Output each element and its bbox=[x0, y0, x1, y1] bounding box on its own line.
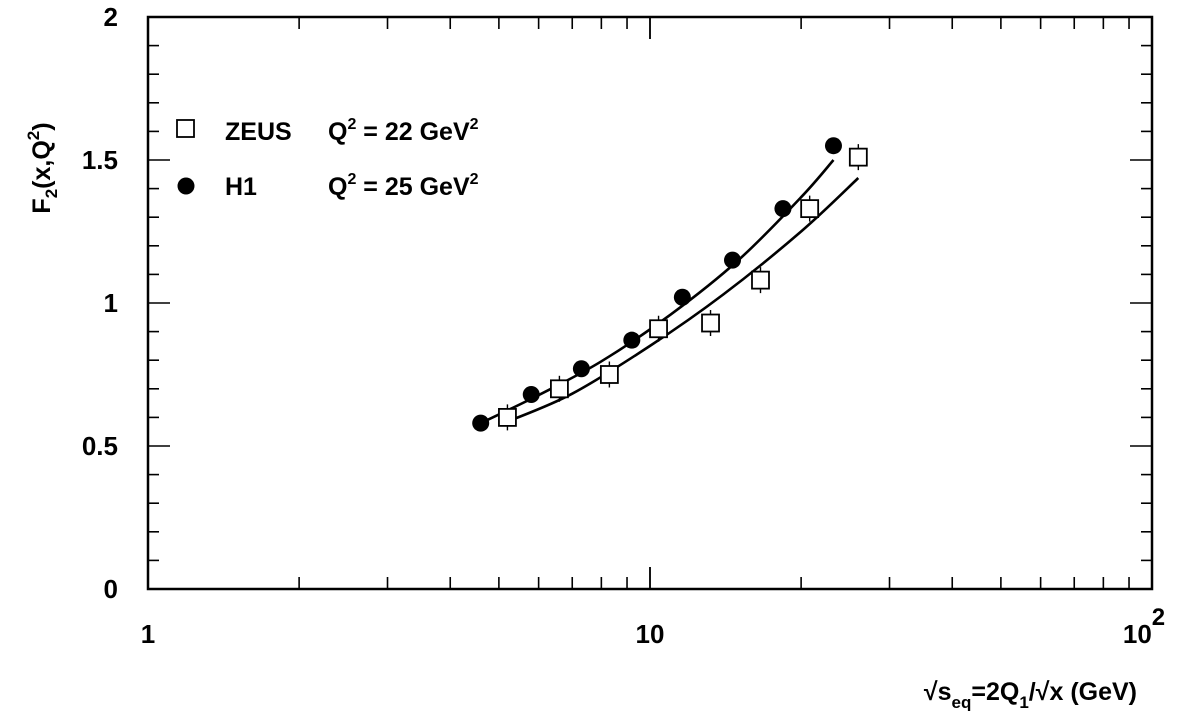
zeus-point bbox=[848, 147, 868, 167]
legend-marker-filled-circle bbox=[177, 177, 195, 195]
legend-marker-open-square bbox=[176, 119, 195, 138]
h1-point bbox=[623, 331, 641, 349]
y-tick-label: 0.5 bbox=[82, 431, 118, 461]
fit-curve-zeus bbox=[506, 177, 860, 423]
fit-curve-h1 bbox=[480, 159, 835, 425]
h1-point bbox=[724, 251, 742, 269]
zeus-point bbox=[550, 379, 569, 399]
h1-point bbox=[522, 386, 540, 404]
y-axis-title: F2(x,Q2) bbox=[24, 122, 61, 213]
data-points bbox=[472, 137, 868, 432]
y-tick-label: 0 bbox=[104, 574, 118, 604]
zeus-point bbox=[599, 365, 619, 384]
h1-point bbox=[572, 360, 590, 378]
x-tick-label: 102 bbox=[1123, 604, 1165, 649]
zeus-point bbox=[498, 407, 517, 427]
legend-label-zeus: ZEUS Q2 = 22 GeV2 bbox=[225, 116, 479, 146]
h1-point bbox=[774, 200, 792, 218]
h1-point bbox=[673, 288, 691, 306]
legend: ZEUS Q2 = 22 GeV2 H1 Q2 = 25 GeV2 bbox=[176, 116, 479, 201]
zeus-point bbox=[800, 199, 820, 219]
h1-point bbox=[472, 414, 490, 432]
y-tick-labels: 0 0.5 1 1.5 2 bbox=[82, 2, 118, 604]
x-tick-labels: 1 10 102 bbox=[141, 604, 1165, 649]
legend-label-h1: H1 Q2 = 25 GeV2 bbox=[225, 171, 479, 201]
h1-point bbox=[824, 137, 842, 155]
y-tick-label: 2 bbox=[104, 2, 118, 32]
x-axis-title: √seq=2Q1/√x (GeV) bbox=[924, 678, 1137, 711]
zeus-point bbox=[751, 270, 770, 290]
x-tick-label: 1 bbox=[141, 619, 155, 649]
axis-ticks bbox=[147, 16, 1153, 590]
plot-frame bbox=[146, 15, 1154, 591]
x-tick-label: 10 bbox=[636, 619, 665, 649]
y-tick-label: 1.5 bbox=[82, 145, 118, 175]
zeus-point bbox=[701, 313, 720, 333]
zeus-point bbox=[649, 319, 668, 339]
y-tick-label: 1 bbox=[104, 288, 118, 318]
